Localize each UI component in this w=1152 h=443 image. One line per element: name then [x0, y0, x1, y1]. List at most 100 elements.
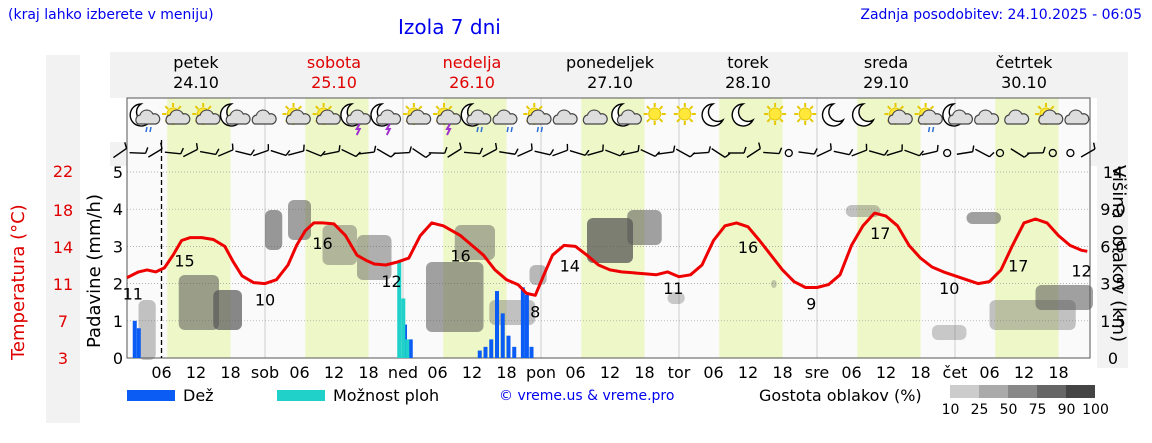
wind-barb	[323, 145, 341, 156]
wind-barb	[943, 148, 952, 158]
sun-rain-icon	[914, 103, 943, 133]
day-name: sobota	[306, 53, 362, 72]
day-date: 27.10	[587, 73, 633, 92]
time-axis-tick: 18	[772, 363, 792, 382]
moon-rain-icon	[460, 103, 492, 133]
density-swatch	[1008, 385, 1037, 398]
rain-bar	[500, 313, 505, 358]
density-swatch	[1066, 385, 1095, 398]
cloud-density-legend-title: Gostota oblakov (%)	[759, 386, 922, 405]
credit-link[interactable]: © vreme.us & vreme.pro	[499, 388, 675, 404]
cloud-density-patch	[845, 205, 881, 217]
cloud-density-patch	[322, 225, 357, 265]
wind-barb	[711, 148, 731, 158]
sun-icon	[673, 103, 696, 125]
rain-bar	[483, 346, 488, 358]
rain-bar	[132, 320, 137, 358]
wind-barb	[534, 149, 555, 156]
temperature-value-label: 9	[806, 295, 816, 314]
rain-bar	[136, 328, 141, 358]
cloud-density-patch	[454, 225, 495, 260]
day-date: 30.10	[1001, 73, 1047, 92]
sun-rain-icon	[523, 103, 552, 133]
cloud-density-patch	[426, 262, 484, 332]
day-date: 25.10	[311, 73, 357, 92]
legend-rain-label: Dež	[183, 386, 214, 405]
wind-barb	[798, 148, 818, 155]
rain-bar	[495, 291, 499, 358]
time-axis-tick: 18	[634, 363, 654, 382]
last-updated: Zadnja posodobitev: 24.10.2025 - 06:05	[860, 7, 1142, 23]
sun-cloud-icon	[162, 103, 191, 125]
wind-barb	[1048, 148, 1057, 158]
day-name: četrtek	[995, 53, 1053, 72]
time-axis-tick: 18	[220, 363, 240, 382]
page-title: Izola 7 dni	[398, 15, 501, 39]
cloud-density-patch	[288, 200, 311, 240]
temperature-axis-panel	[46, 55, 80, 423]
cloud-density-patch	[357, 235, 392, 280]
density-swatch	[1037, 385, 1066, 398]
precip-tick-label: 0	[113, 349, 123, 368]
cloud-height-tick-label: 1.5	[1100, 312, 1125, 331]
precip-tick-label: 5	[113, 163, 123, 182]
moon-icon	[821, 103, 846, 127]
moon-storm-icon	[340, 103, 371, 136]
temperature-value-label: 12	[1071, 261, 1091, 280]
day-name: ponedeljek	[566, 53, 654, 72]
wind-barb	[605, 149, 625, 157]
time-axis-tick: 06	[841, 363, 861, 382]
cloud-icon	[251, 109, 277, 125]
time-axis-tick: sre	[805, 363, 829, 382]
moon-cloud-icon	[219, 103, 251, 127]
legend-shower-swatch	[277, 390, 325, 401]
temperature-value-label: 8	[530, 302, 540, 321]
wind-barb	[270, 149, 291, 157]
cloud-height-tick-label: 14	[1103, 163, 1123, 182]
time-axis-tick: 06	[703, 363, 723, 382]
time-axis-tick: sob	[251, 363, 279, 382]
wind-barb	[868, 149, 889, 156]
wind-barb	[975, 148, 995, 158]
wind-barb	[816, 143, 832, 158]
density-swatch	[950, 385, 979, 398]
wind-barb	[253, 144, 270, 157]
wind-barb	[728, 146, 747, 154]
cloud-rain-icon	[492, 109, 518, 133]
rain-bar	[506, 335, 511, 358]
moon-cloud-icon	[611, 103, 642, 127]
time-axis-tick: 12	[462, 363, 482, 382]
cloud-icon	[582, 109, 608, 125]
day-date: 28.10	[725, 73, 771, 92]
wind-barb	[288, 144, 305, 156]
cloud-density-patch	[1035, 285, 1093, 310]
rain-bar	[477, 350, 482, 358]
precip-tick-label: 1	[113, 312, 123, 331]
day-name: torek	[727, 53, 769, 72]
shower-bar	[405, 339, 410, 358]
wind-barb	[412, 147, 432, 159]
wind-barb	[904, 149, 924, 157]
moon-storm-icon	[370, 103, 402, 136]
density-swatch	[979, 385, 1008, 398]
time-axis-tick: 12	[186, 363, 206, 382]
time-axis-tick: 12	[738, 363, 758, 382]
moon-icon	[851, 103, 876, 127]
cloud-density-patch	[966, 212, 1001, 224]
density-level-label: 25	[970, 402, 989, 418]
temperature-value-label: 10	[255, 291, 275, 310]
time-axis-tick: čet	[943, 363, 968, 382]
time-axis-tick: 06	[151, 363, 171, 382]
wind-barb	[358, 145, 377, 155]
wind-barb	[217, 143, 234, 157]
time-axis-tick: ned	[388, 363, 418, 382]
cloud-height-tick-label: 3.5	[1100, 275, 1125, 294]
time-axis-tick: 18	[358, 363, 378, 382]
wind-barb	[1066, 148, 1075, 158]
moon-icon	[731, 103, 755, 127]
sun-storm-icon	[433, 103, 462, 136]
wind-barb	[517, 143, 533, 157]
location-hint[interactable]: (kraj lahko izberete v meniju)	[8, 7, 214, 23]
wind-barb	[393, 146, 412, 155]
time-axis-tick: 06	[427, 363, 447, 382]
